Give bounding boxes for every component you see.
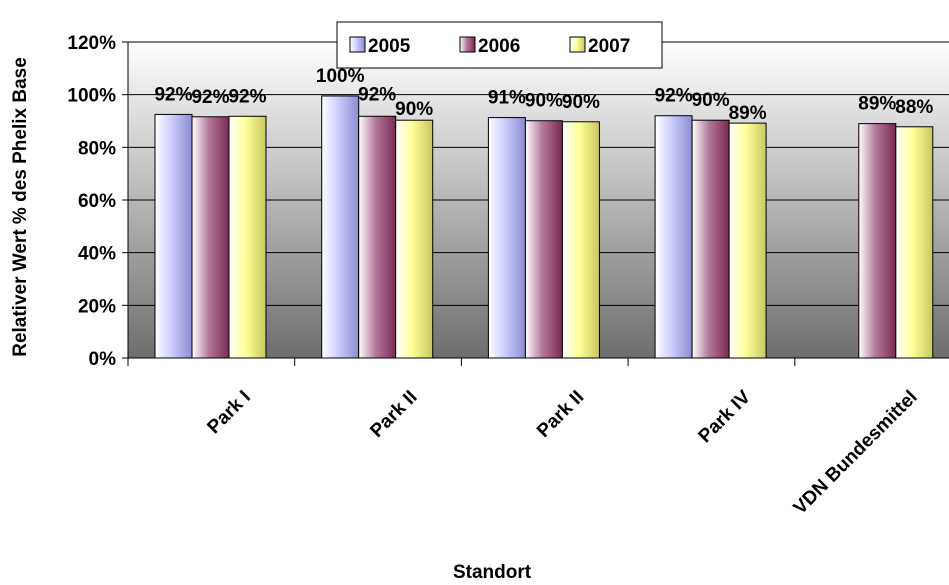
legend-label-2006: 2006 [478, 36, 520, 57]
x-tick-label: Park IV [695, 386, 756, 447]
y-tick-label: 0% [89, 349, 117, 370]
y-tick-label: 20% [78, 296, 116, 317]
legend-label-2005: 2005 [368, 36, 411, 57]
x-tick-label: Park II [533, 387, 588, 442]
data-label-2005-1: 100% [316, 66, 365, 87]
bar-2006-4 [858, 123, 897, 359]
legend-swatch-2005 [349, 36, 366, 53]
data-label-2006-1: 92% [358, 84, 396, 105]
data-label-2006-3: 90% [692, 90, 730, 111]
data-label-2005-3: 92% [655, 86, 693, 107]
data-label-2007-2: 90% [562, 92, 600, 113]
x-tick-label: VDN Bundesmittel [790, 387, 922, 519]
data-label-2005-2: 91% [488, 88, 526, 109]
bar-2006-0 [191, 116, 230, 359]
bar-2006-2 [524, 120, 563, 359]
data-label-2007-4: 88% [895, 97, 933, 118]
bar-2005-1 [321, 95, 360, 359]
data-labels: 92%100%91% 92%92% 92% 90% 90% 89%92%90% 90%89%… [154, 66, 933, 124]
bar-2007-3 [728, 122, 767, 359]
x-tick-label: Park I [203, 387, 254, 438]
data-label-2006-4: 89% [858, 94, 896, 115]
y-tick-labels: 0% 20% 40% 60% 80% 100% 120% [67, 33, 116, 370]
legend-label-2007: 2007 [588, 36, 630, 57]
data-label-2005-0: 92% [154, 84, 192, 105]
legend: 2005 2006 2007 [336, 21, 663, 69]
bar-2006-3 [691, 119, 730, 359]
bar-2005-0 [154, 113, 193, 359]
x-tick-labels: Park I Park II Park II Park IV VDN Bundesmit… [203, 386, 921, 518]
bar-2006-1 [358, 115, 397, 359]
bar-2005-3 [654, 115, 693, 359]
y-axis-label: Relativer Wert % des Phelix Base [10, 57, 31, 357]
legend-swatch-2007 [569, 36, 586, 53]
y-tick-label: 60% [78, 191, 116, 212]
bar-2007-1 [395, 119, 434, 359]
x-axis-label: Standort [453, 562, 532, 583]
data-label-2006-2: 90% [525, 91, 563, 112]
y-tick-label: 80% [78, 138, 116, 159]
y-tick-label: 120% [67, 33, 116, 54]
y-tick-label: 100% [67, 86, 116, 107]
bar-2007-4 [895, 126, 934, 359]
data-label-2007-3: 89% [729, 103, 767, 124]
bars [154, 95, 934, 359]
legend-box [336, 21, 663, 69]
bar-2007-2 [561, 121, 600, 359]
data-label-2007-1: 90% [395, 99, 433, 120]
x-tick-label: Park II [366, 387, 421, 442]
legend-swatch-2006 [459, 36, 476, 53]
bar-2007-0 [228, 115, 267, 359]
data-label-2007-0: 92% [228, 86, 266, 107]
bar-2005-2 [487, 117, 526, 359]
data-label-2006-0: 92% [191, 87, 229, 108]
y-tick-label: 40% [78, 244, 116, 265]
